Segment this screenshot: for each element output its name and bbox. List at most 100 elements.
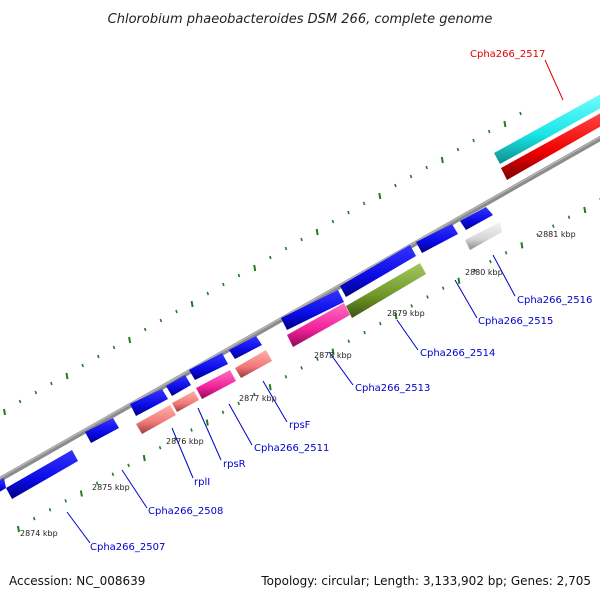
position-dot bbox=[127, 463, 130, 468]
tick-label-2881: 2881 kbp bbox=[538, 230, 576, 239]
gene-label-cpha266-2516[interactable]: Cpha266_2516 bbox=[517, 295, 592, 306]
position-dot bbox=[34, 390, 38, 395]
position-dot bbox=[315, 228, 319, 236]
gene-label-cpha266-2507[interactable]: Cpha266_2507 bbox=[90, 542, 165, 553]
cds-cpha266-2514-gene[interactable] bbox=[340, 245, 416, 297]
position-dot bbox=[112, 345, 116, 350]
position-dot bbox=[347, 339, 351, 344]
cds-magenta-gene-2[interactable] bbox=[196, 370, 236, 399]
position-dot bbox=[190, 300, 194, 308]
gene-label-rpsf[interactable]: rpsF bbox=[289, 420, 311, 431]
position-dot bbox=[237, 401, 240, 406]
position-dot bbox=[159, 318, 163, 323]
label-leaders bbox=[66, 59, 564, 544]
map-title: Chlorobium phaeobacteroides DSM 266, com… bbox=[108, 12, 493, 27]
cds-pink-gene-2[interactable] bbox=[172, 391, 199, 412]
position-dot bbox=[284, 375, 288, 379]
genome-summary-text: Topology: circular; Length: 3,133,902 bp… bbox=[260, 574, 591, 588]
position-dot bbox=[221, 410, 225, 415]
position-dot bbox=[50, 381, 53, 386]
position-dot bbox=[143, 327, 147, 332]
position-dot bbox=[190, 428, 193, 432]
position-dot bbox=[269, 255, 272, 260]
cds-pink-gene-1[interactable] bbox=[235, 350, 272, 378]
tick-label-2877: 2877 kbp bbox=[239, 394, 277, 403]
position-dot bbox=[489, 259, 492, 264]
position-dot bbox=[379, 321, 382, 326]
position-dot bbox=[487, 129, 491, 134]
position-dot bbox=[17, 525, 20, 533]
position-dot bbox=[363, 330, 366, 335]
accession-text: Accession: NC_008639 bbox=[9, 574, 145, 588]
position-dot bbox=[347, 210, 350, 215]
position-dot bbox=[206, 291, 210, 296]
cds-rpsf-gene[interactable] bbox=[229, 336, 262, 359]
position-dot bbox=[253, 264, 257, 272]
cds-cpha266-2508-gene[interactable] bbox=[85, 418, 119, 443]
cds-pink-gene-3[interactable] bbox=[136, 405, 176, 434]
position-dot bbox=[222, 282, 225, 287]
gene-label-cpha266-2511[interactable]: Cpha266_2511 bbox=[254, 443, 329, 454]
gene-label-cpha266-2513[interactable]: Cpha266_2513 bbox=[355, 383, 430, 394]
cds-cpha266-2516-gene[interactable] bbox=[460, 207, 493, 230]
tick-label-2876: 2876 kbp bbox=[166, 437, 204, 446]
cds-cpha266-2511-gene[interactable] bbox=[189, 353, 228, 380]
gene-label-cpha266-2515[interactable]: Cpha266_2515 bbox=[478, 316, 553, 327]
cds-magenta-gene[interactable] bbox=[287, 303, 350, 347]
position-dot bbox=[536, 233, 539, 237]
tick-label-2875: 2875 kbp bbox=[92, 483, 130, 492]
trna-feature[interactable] bbox=[494, 89, 600, 164]
tick-label-2879: 2879 kbp bbox=[387, 309, 425, 318]
cds-cpha266-2513-gene[interactable] bbox=[281, 290, 344, 330]
position-dot bbox=[426, 295, 429, 299]
cds-cpha266-2507-gene[interactable] bbox=[6, 450, 78, 499]
position-dot bbox=[503, 120, 507, 128]
tick-label-2874: 2874 kbp bbox=[20, 529, 58, 538]
position-dot bbox=[473, 268, 476, 273]
gene-label-rpsr[interactable]: rpsR bbox=[223, 459, 246, 470]
tick-label-2878: 2878 kbp bbox=[314, 351, 352, 360]
cds-grey-gene[interactable] bbox=[465, 222, 502, 250]
position-dot bbox=[3, 408, 6, 416]
position-dot bbox=[552, 224, 555, 228]
position-dot bbox=[456, 147, 460, 152]
position-dot bbox=[237, 273, 241, 278]
position-dot bbox=[394, 313, 398, 320]
position-dot bbox=[32, 516, 36, 521]
position-dot bbox=[253, 392, 256, 397]
position-dot bbox=[316, 357, 319, 361]
position-dot bbox=[300, 237, 303, 242]
position-dots bbox=[3, 111, 600, 533]
gene-label-cpha266-2508[interactable]: Cpha266_2508 bbox=[148, 506, 223, 517]
position-dot bbox=[425, 165, 428, 170]
position-dot bbox=[519, 111, 522, 116]
gene-label-cpha266-2514[interactable]: Cpha266_2514 bbox=[420, 348, 495, 359]
position-dot bbox=[175, 309, 178, 314]
tick-label-2880: 2880 kbp bbox=[465, 268, 503, 277]
position-dot bbox=[472, 138, 475, 143]
gene-label-cpha266-2517[interactable]: Cpha266_2517 bbox=[470, 49, 545, 60]
cds-cpha266-2515-gene[interactable] bbox=[416, 224, 458, 253]
position-dot bbox=[158, 445, 162, 450]
position-dot bbox=[331, 219, 335, 224]
cds-rpsr-gene[interactable] bbox=[166, 375, 191, 396]
position-dot bbox=[440, 156, 444, 164]
gene-label-rpli[interactable]: rplI bbox=[194, 477, 210, 488]
position-dot bbox=[205, 419, 209, 426]
cds-partial-left-gene[interactable] bbox=[0, 478, 6, 494]
position-dot bbox=[331, 348, 335, 355]
rrna-feature[interactable] bbox=[501, 108, 600, 180]
position-dot bbox=[18, 399, 22, 404]
cds-olive-gene[interactable] bbox=[346, 263, 426, 318]
position-dot bbox=[81, 363, 84, 368]
position-dot bbox=[378, 192, 382, 200]
position-dot bbox=[111, 472, 115, 477]
cds-rpli-gene[interactable] bbox=[130, 389, 168, 416]
position-dot bbox=[79, 490, 83, 497]
position-dot bbox=[457, 277, 461, 284]
position-dot bbox=[65, 372, 69, 380]
position-dot bbox=[410, 304, 413, 308]
position-dot bbox=[583, 206, 587, 214]
position-dot bbox=[504, 250, 508, 255]
